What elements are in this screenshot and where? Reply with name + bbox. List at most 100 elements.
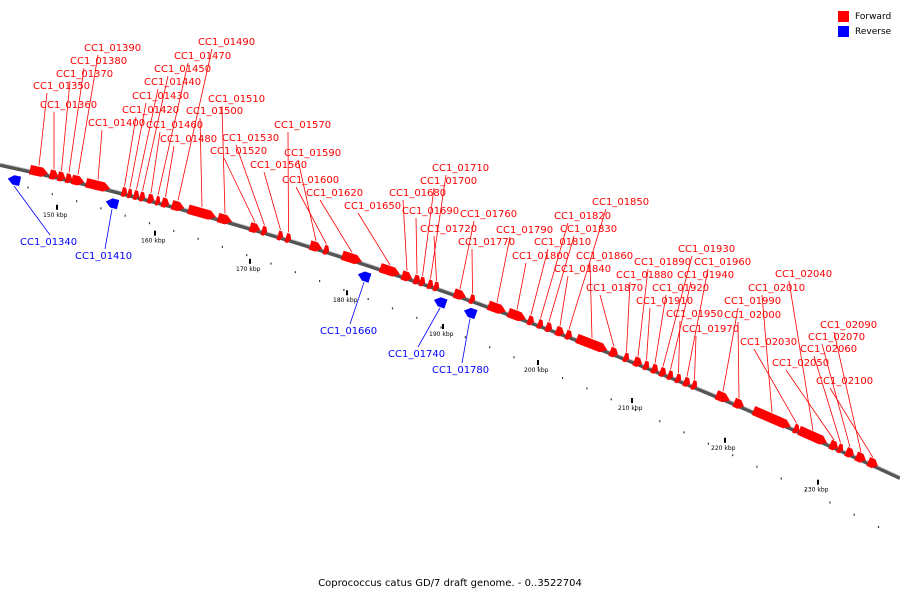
major-tick bbox=[346, 290, 348, 296]
gene-cc1-01350-shape bbox=[28, 164, 49, 177]
gene-cc1-01380-shape bbox=[64, 173, 73, 184]
gene-cc1-01530 bbox=[260, 225, 268, 236]
leader-line bbox=[61, 80, 71, 171]
gene-cc1-01880-label: CC1_01880 bbox=[616, 270, 673, 281]
gene-cc1-01660-shape bbox=[357, 271, 372, 283]
tick-label: 220 kbp bbox=[711, 445, 736, 452]
gene-cc1-01680-label: CC1_01680 bbox=[389, 188, 446, 199]
gene-cc1-01880 bbox=[622, 352, 630, 363]
gene-cc1-01870-label: CC1_01870 bbox=[586, 283, 643, 294]
minor-tick bbox=[76, 200, 78, 203]
minor-tick bbox=[100, 207, 102, 210]
tick-label: 190 kbp bbox=[429, 331, 454, 338]
leader-line bbox=[459, 220, 475, 290]
gene-cc1-01420 bbox=[120, 186, 128, 197]
minor-tick bbox=[270, 262, 272, 265]
leader-line bbox=[97, 129, 103, 180]
gene-cc1-01480-label: CC1_01480 bbox=[160, 134, 217, 145]
gene-cc1-01520 bbox=[248, 222, 261, 233]
gene-cc1-01910 bbox=[642, 360, 650, 371]
gene-cc1-02070 bbox=[844, 446, 854, 458]
gene-cc1-01930-shape bbox=[658, 366, 667, 378]
gene-cc1-01820 bbox=[536, 319, 544, 330]
leader-line bbox=[263, 171, 281, 231]
gene-cc1-01810-label: CC1_01810 bbox=[534, 237, 591, 248]
gene-cc1-01810 bbox=[526, 315, 535, 326]
leader-line bbox=[415, 217, 418, 275]
tick-label: 150 kbp bbox=[43, 212, 68, 219]
legend-reverse-swatch bbox=[838, 26, 849, 37]
major-tick bbox=[442, 324, 444, 330]
gene-cc1-01440 bbox=[132, 190, 140, 201]
gene-cc1-01950 bbox=[674, 373, 682, 384]
legend-reverse-label: Reverse bbox=[855, 26, 892, 37]
gene-cc1-01850-shape bbox=[564, 329, 573, 340]
gene-cc1-01780-label: CC1_01780 bbox=[432, 365, 489, 376]
gene-cc1-02100-label: CC1_02100 bbox=[816, 376, 873, 387]
gene-cc1-01930-label: CC1_01930 bbox=[678, 244, 735, 255]
gene-cc1-01620-shape bbox=[340, 250, 362, 265]
minor-tick bbox=[148, 222, 151, 225]
minor-tick bbox=[343, 288, 345, 291]
gene-cc1-01910-label: CC1_01910 bbox=[636, 296, 693, 307]
gene-cc1-02000-label: CC1_02000 bbox=[724, 310, 781, 321]
gene-cc1-01650-label: CC1_01650 bbox=[344, 201, 401, 212]
gene-cc1-01910-shape bbox=[642, 360, 650, 371]
gene-cc1-01970-shape bbox=[690, 380, 698, 391]
leader-line bbox=[142, 75, 169, 191]
gene-cc1-01860-shape bbox=[575, 333, 608, 353]
gene-cc1-02030 bbox=[792, 423, 800, 434]
leader-line bbox=[199, 117, 203, 208]
gene-cc1-01470-label: CC1_01470 bbox=[174, 51, 231, 62]
gene-cc1-01770 bbox=[468, 294, 476, 305]
gene-cc1-02040-shape bbox=[797, 425, 828, 445]
gene-cc1-01490-label: CC1_01490 bbox=[198, 37, 255, 48]
gene-cc1-01970 bbox=[690, 380, 698, 391]
leader-line bbox=[129, 102, 147, 188]
gene-cc1-01520-label: CC1_01520 bbox=[210, 146, 267, 157]
gene-cc1-01940-label: CC1_01940 bbox=[677, 270, 734, 281]
gene-cc1-01740 bbox=[433, 297, 448, 309]
gene-cc1-01570-label: CC1_01570 bbox=[274, 120, 331, 131]
gene-cc1-01850-label: CC1_01850 bbox=[592, 197, 649, 208]
gene-cc1-01560-shape bbox=[276, 230, 284, 241]
gene-cc1-01470 bbox=[154, 195, 161, 206]
gene-cc1-01950-label: CC1_01950 bbox=[666, 309, 723, 320]
gene-cc1-01500-label: CC1_01500 bbox=[186, 106, 243, 117]
minor-tick bbox=[853, 513, 855, 516]
minor-tick bbox=[197, 237, 199, 240]
gene-cc1-01790 bbox=[486, 300, 506, 314]
leader-line bbox=[821, 343, 851, 448]
gene-cc1-01560 bbox=[276, 230, 284, 241]
gene-cc1-01360-label: CC1_01360 bbox=[40, 100, 97, 111]
gene-cc1-01390-label: CC1_01390 bbox=[84, 43, 141, 54]
gene-cc1-01510-shape bbox=[216, 212, 233, 225]
minor-tick bbox=[659, 420, 661, 423]
gene-cc1-01350 bbox=[28, 164, 49, 177]
gene-cc1-01690-shape bbox=[412, 274, 421, 285]
gene-cc1-01530-label: CC1_01530 bbox=[222, 133, 279, 144]
minor-tick bbox=[440, 326, 442, 329]
minor-tick bbox=[756, 465, 758, 468]
leader-line bbox=[422, 187, 435, 276]
gene-cc1-01760 bbox=[452, 288, 467, 300]
gene-cc1-02100 bbox=[866, 457, 878, 469]
minor-tick bbox=[464, 336, 466, 339]
minor-tick bbox=[391, 307, 394, 310]
gene-cc1-01480-shape bbox=[160, 197, 170, 208]
gene-cc1-01500-shape bbox=[186, 204, 216, 220]
leader-line bbox=[599, 294, 615, 347]
gene-cc1-01780-shape bbox=[463, 307, 478, 320]
major-tick bbox=[724, 437, 726, 443]
minor-tick bbox=[221, 245, 223, 248]
minor-tick bbox=[829, 501, 831, 504]
major-ticks: 150 kbp 160 kbp 170 kbp 180 kbp 190 kbp 200 k… bbox=[43, 204, 829, 494]
gene-cc1-01660 bbox=[357, 271, 372, 283]
gene-cc1-01350-label: CC1_01350 bbox=[33, 81, 90, 92]
leader-line bbox=[670, 281, 692, 370]
leader-line bbox=[13, 185, 51, 236]
gene-cc1-01660-label: CC1_01660 bbox=[320, 326, 377, 337]
gene-cc1-01410-shape bbox=[105, 198, 120, 210]
tick-label: 230 kbp bbox=[804, 487, 829, 494]
gene-cc1-02090 bbox=[854, 451, 866, 463]
